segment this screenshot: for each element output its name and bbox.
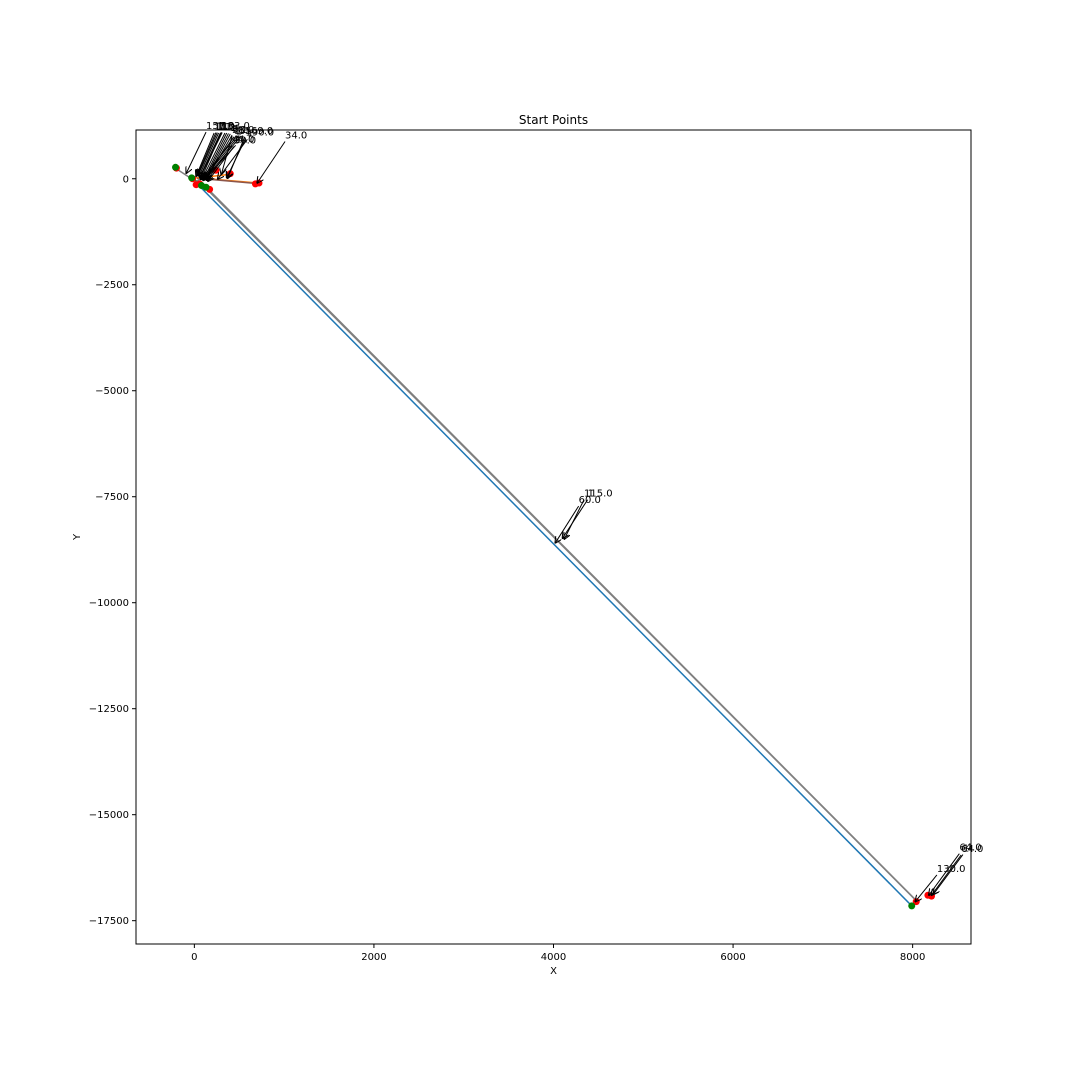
x-tick-label-3: 4000 [541, 952, 566, 963]
axes: 0 2000 4000 6000 8000 0 −2500 −5000 −7500 −10000 −… [89, 129, 972, 963]
annotation-label-11: 1 [227, 122, 233, 133]
annotation-arrow-29 [915, 874, 938, 902]
y-tick-label-2: −2500 [95, 280, 129, 291]
annotation-label-1: 34.0 [285, 130, 307, 141]
annotation-label-10: 1 [225, 122, 231, 133]
y-tick-label-3: −5000 [95, 386, 129, 397]
y-tick-label-6: −12500 [89, 704, 129, 715]
annotation-arrow-7 [200, 132, 221, 177]
annotation-label-31: 64.0 [961, 844, 983, 855]
annotation-label-25: 1 [236, 134, 242, 145]
x-tick-label-1: 0 [191, 952, 197, 963]
annotation-label-7: 1 [220, 122, 226, 133]
annotation-arrow-2 [186, 131, 207, 173]
annotation-arrow-32 [933, 854, 964, 895]
green-point-1 [172, 163, 180, 171]
y-tick-label-8: −17500 [89, 916, 129, 927]
annotation-label-3: 1 [214, 122, 220, 133]
annotation-label-9: 133.0 [221, 121, 250, 132]
annotation-label-17: 1 [236, 127, 242, 138]
annotation-arrow-10 [202, 132, 226, 178]
annotation-label-29: 130.0 [937, 864, 966, 875]
y-tick-label-4: −7500 [95, 492, 129, 503]
annotation-arrow-9 [202, 131, 222, 178]
annotation-label-23: 30.0 [234, 136, 256, 147]
annotation-label-20: 169.0 [245, 126, 274, 137]
green-point-2 [188, 174, 196, 182]
y-tick-label-1: 0 [123, 174, 129, 185]
annotation-label-28: 60.0 [579, 495, 601, 506]
annotation-label-32: 1 [963, 844, 969, 855]
annotation-label-12: 1 [228, 122, 234, 133]
annotation-label-5: 1 [217, 122, 223, 133]
x-axis-label: X [550, 966, 557, 977]
annotation-label-18: 1 [238, 126, 244, 137]
annotation-arrow-6 [199, 132, 220, 176]
annotation-arrow-1 [257, 141, 286, 183]
annotation-arrow-5 [198, 132, 218, 176]
green-point-4 [202, 183, 210, 191]
annotation-label-2: 157.0 [206, 121, 235, 132]
annotation-label-8: 1 [222, 122, 228, 133]
annotation-arrow-27 [562, 499, 589, 539]
y-tick-label-5: −10000 [89, 598, 129, 609]
y-tick-label-7: −15000 [89, 810, 129, 821]
annotation-arrow-28 [555, 505, 580, 543]
annotation-arrow-22 [218, 139, 248, 179]
annotation-label-4: 1 [216, 122, 222, 133]
annotation-label-21: 190.0 [246, 128, 275, 139]
plot-area: 34.0157.0111111133.01111858.01111169.019… [172, 121, 983, 910]
y-axis-label: Y [72, 533, 83, 541]
annotation-arrow-21 [227, 138, 246, 178]
x-tick-label-2: 2000 [361, 952, 386, 963]
annotation-label-26: 115.0 [584, 489, 613, 500]
x-tick-label-4: 6000 [720, 952, 745, 963]
series-line-1 [199, 185, 913, 907]
annotation-label-22: 1 [247, 128, 253, 139]
annotation-arrow-25 [205, 144, 237, 179]
annotation-label-6: 1 [219, 122, 225, 133]
x-tick-label-5: 8000 [900, 952, 925, 963]
annotation-label-16: 1 [234, 126, 240, 137]
annotation-label-13: 1 [230, 123, 236, 134]
annotation-label-24: 44.0 [232, 135, 254, 146]
green-point-5 [908, 902, 916, 910]
annotation-label-30: 64.0 [959, 843, 981, 854]
annotation-label-27: 1 [588, 489, 594, 500]
chart-title: Start Points [519, 113, 588, 127]
